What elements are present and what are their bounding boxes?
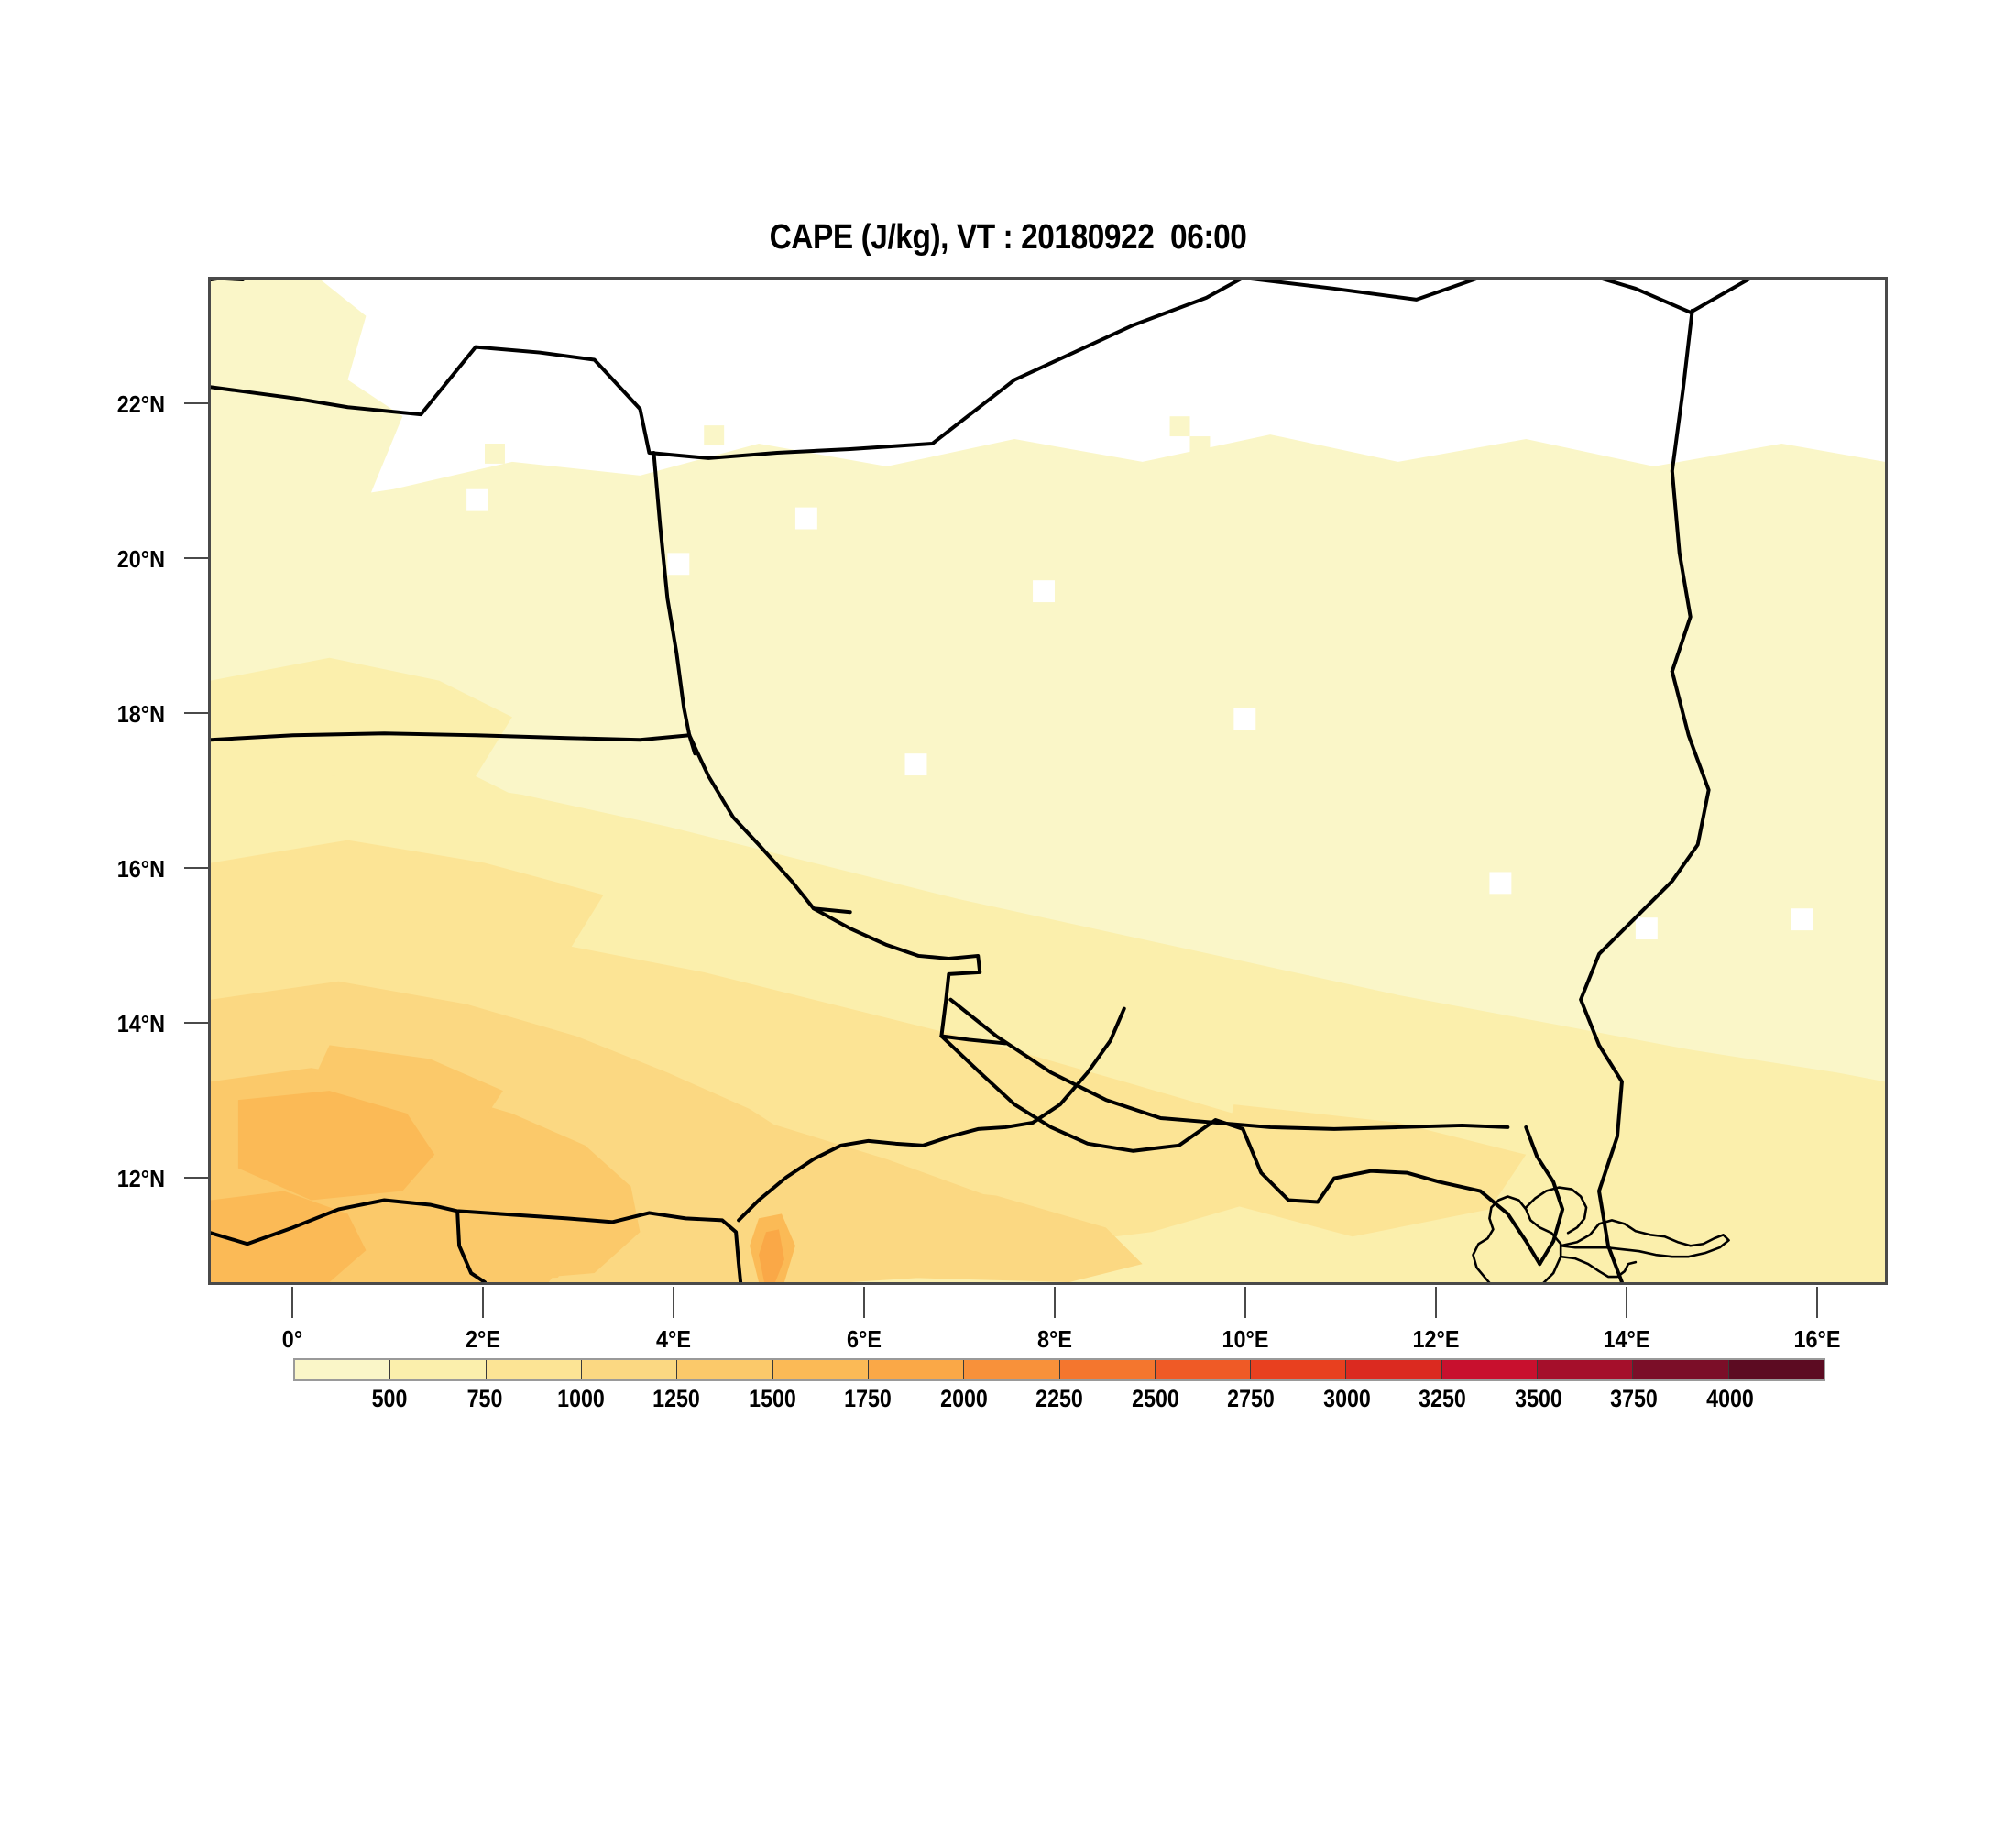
colorbar-segment [964,1360,1060,1379]
lon-label-6: 6°E [847,1325,882,1353]
lon-label-0: 0° [281,1325,303,1353]
colorbar-label-3750: 3750 [1610,1385,1658,1412]
tick-lat-12 [184,1177,208,1179]
colorbar[interactable] [293,1358,1825,1381]
lon-label-12: 12°E [1412,1325,1460,1353]
tick-lon-0 [291,1287,293,1318]
colorbar-label-2250: 2250 [1035,1385,1083,1412]
tick-lon-10 [1244,1287,1246,1318]
lon-label-8: 8°E [1037,1325,1072,1353]
colorbar-label-3500: 3500 [1514,1385,1562,1412]
lat-label-20: 20°N [116,545,165,573]
colorbar-label-500: 500 [371,1385,407,1412]
lat-label-22: 22°N [116,390,165,418]
colorbar-segment [1251,1360,1347,1379]
colorbar-segment [581,1360,678,1379]
colorbar-segment [486,1360,582,1379]
colorbar-label-750: 750 [466,1385,503,1412]
page-title: CAPE (J/kg), VT : 20180922 06:00 [769,218,1247,257]
tick-lon-8 [1054,1287,1056,1318]
tick-lon-6 [863,1287,865,1318]
colorbar-segment [772,1360,869,1379]
tick-lat-16 [184,867,208,869]
colorbar-label-1000: 1000 [556,1385,605,1412]
lat-label-18: 18°N [116,700,165,728]
lon-label-2: 2°E [466,1325,500,1353]
colorbar-label-3250: 3250 [1419,1385,1466,1412]
colorbar-segment [1346,1360,1442,1379]
tick-lat-14 [184,1022,208,1024]
tick-lon-2 [482,1287,484,1318]
tick-lat-22 [184,402,208,404]
tick-lat-20 [184,557,208,559]
colorbar-label-1500: 1500 [748,1385,796,1412]
colorbar-segment [295,1360,391,1379]
colorbar-label-3000: 3000 [1322,1385,1371,1412]
tick-lon-12 [1435,1287,1437,1318]
lat-label-16: 16°N [116,855,165,883]
colorbar-segment [390,1360,487,1379]
map-contour-field [211,280,1885,1282]
tick-lon-14 [1626,1287,1627,1318]
tick-lon-16 [1816,1287,1818,1318]
colorbar-label-1750: 1750 [844,1385,892,1412]
colorbar-label-4000: 4000 [1705,1385,1754,1412]
map-plot-area[interactable] [208,277,1888,1285]
lat-label-14: 14°N [116,1010,165,1037]
colorbar-segment [1441,1360,1539,1379]
lon-label-14: 14°E [1603,1325,1650,1353]
colorbar-tick-labels: 500 750 1000 1250 1500 1750 2000 2250 25… [293,1385,1825,1418]
colorbar-label-2750: 2750 [1227,1385,1275,1412]
colorbar-label-1250: 1250 [652,1385,700,1412]
colorbar-segment [1059,1360,1156,1379]
colorbar-segment [868,1360,965,1379]
colorbar-segment [1728,1360,1824,1379]
colorbar-segment [1155,1360,1252,1379]
lon-label-10: 10°E [1222,1325,1269,1353]
colorbar-label-2000: 2000 [939,1385,988,1412]
lon-label-16: 16°E [1793,1325,1841,1353]
colorbar-segment [1538,1360,1634,1379]
colorbar-segment [677,1360,773,1379]
colorbar-segment [1633,1360,1729,1379]
lat-label-12: 12°N [116,1165,165,1192]
lon-label-4: 4°E [656,1325,691,1353]
colorbar-label-2500: 2500 [1131,1385,1179,1412]
tick-lat-18 [184,712,208,714]
tick-lon-4 [673,1287,674,1318]
